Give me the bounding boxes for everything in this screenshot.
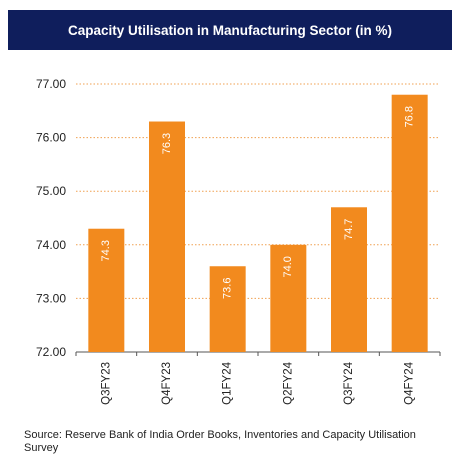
bar-data-label: 76.8 xyxy=(404,106,416,127)
y-tick-label: 76.00 xyxy=(36,131,66,145)
bar-data-label: 73.6 xyxy=(222,278,234,299)
bar xyxy=(209,266,246,352)
y-tick-label: 77.00 xyxy=(36,77,66,91)
y-tick-label: 75.00 xyxy=(36,184,66,198)
bar xyxy=(331,207,367,352)
y-tick-label: 72.00 xyxy=(36,345,66,359)
bar-data-label: 74.7 xyxy=(343,219,355,240)
bar xyxy=(270,244,307,352)
chart-title: Capacity Utilisation in Manufacturing Se… xyxy=(8,10,452,50)
y-tick-label: 73.00 xyxy=(36,291,66,305)
y-tick-label: 74.00 xyxy=(36,238,66,252)
bar-chart: 72.00 73.00 74.00 75.00 76.00 77.00 74.3 Q3FY23… xyxy=(36,77,441,405)
bar-data-label: 74.0 xyxy=(282,256,294,277)
bar xyxy=(391,94,428,352)
x-tick-label: Q3FY24 xyxy=(343,361,355,404)
x-tick-label: Q2FY24 xyxy=(282,361,294,404)
bar-data-label: 74.3 xyxy=(100,240,112,261)
x-tick-label: Q4FY24 xyxy=(404,361,416,404)
bar xyxy=(88,228,125,352)
x-tick-label: Q1FY24 xyxy=(222,361,234,404)
bar xyxy=(149,121,185,353)
x-tick-label: Q4FY23 xyxy=(161,362,173,405)
x-tick-label: Q3FY23 xyxy=(100,362,112,405)
source-note: Source: Reserve Bank of India Order Book… xyxy=(24,429,416,454)
bar-data-label: 76.3 xyxy=(161,133,173,154)
